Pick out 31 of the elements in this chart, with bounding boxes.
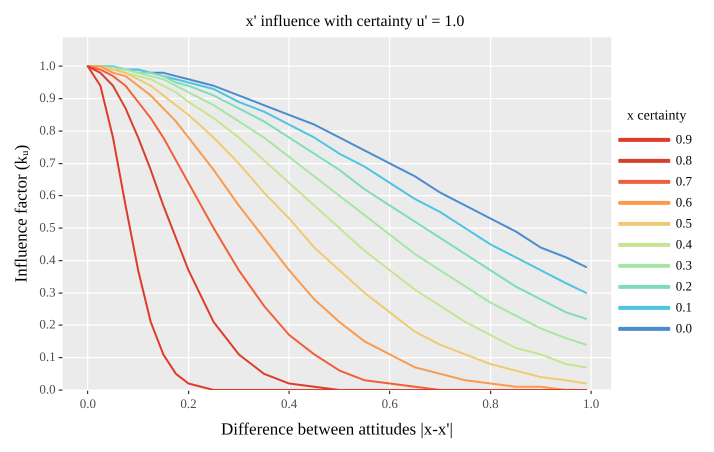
x-tick-label: 0.2	[180, 396, 197, 412]
y-tick-label: 0.1	[39, 349, 56, 364]
legend-label: 0.0	[676, 320, 692, 336]
y-tick-label: 0.8	[39, 122, 56, 138]
x-axis-title: Difference between attitudes |x-x'|	[221, 419, 453, 438]
x-tick-label: 0.0	[80, 396, 96, 412]
legend-label: 0.6	[676, 194, 692, 210]
y-axis-title: Influence factor (kᵤ)	[12, 144, 31, 282]
x-tick-label: 1.0	[582, 396, 600, 412]
y-tick-label: 0.0	[39, 381, 56, 396]
legend-label: 0.3	[676, 257, 692, 272]
x-tick-label: 0.8	[482, 396, 499, 412]
y-tick-label: 0.3	[39, 284, 56, 300]
y-tick-label: 0.9	[39, 90, 56, 106]
legend-label: 0.7	[676, 173, 692, 188]
legend-label: 0.4	[676, 236, 692, 252]
legend-label: 0.8	[676, 152, 692, 168]
chart-title: x' influence with certainty u' = 1.0	[246, 12, 464, 30]
y-tick-label: 0.4	[39, 252, 56, 267]
legend-title: x certainty	[626, 108, 686, 124]
y-tick-label: 0.7	[39, 154, 56, 170]
y-tick-label: 0.6	[39, 187, 56, 202]
y-tick-label: 1.0	[39, 58, 56, 73]
x-tick-label: 0.6	[382, 396, 398, 412]
legend-label: 0.5	[676, 215, 692, 230]
y-tick-label: 0.2	[39, 316, 56, 332]
x-tick-label: 0.4	[281, 396, 298, 412]
y-tick-label: 0.5	[39, 220, 56, 235]
legend-label: 0.9	[676, 131, 692, 146]
legend-label: 0.2	[676, 278, 692, 294]
legend-label: 0.1	[676, 299, 692, 314]
